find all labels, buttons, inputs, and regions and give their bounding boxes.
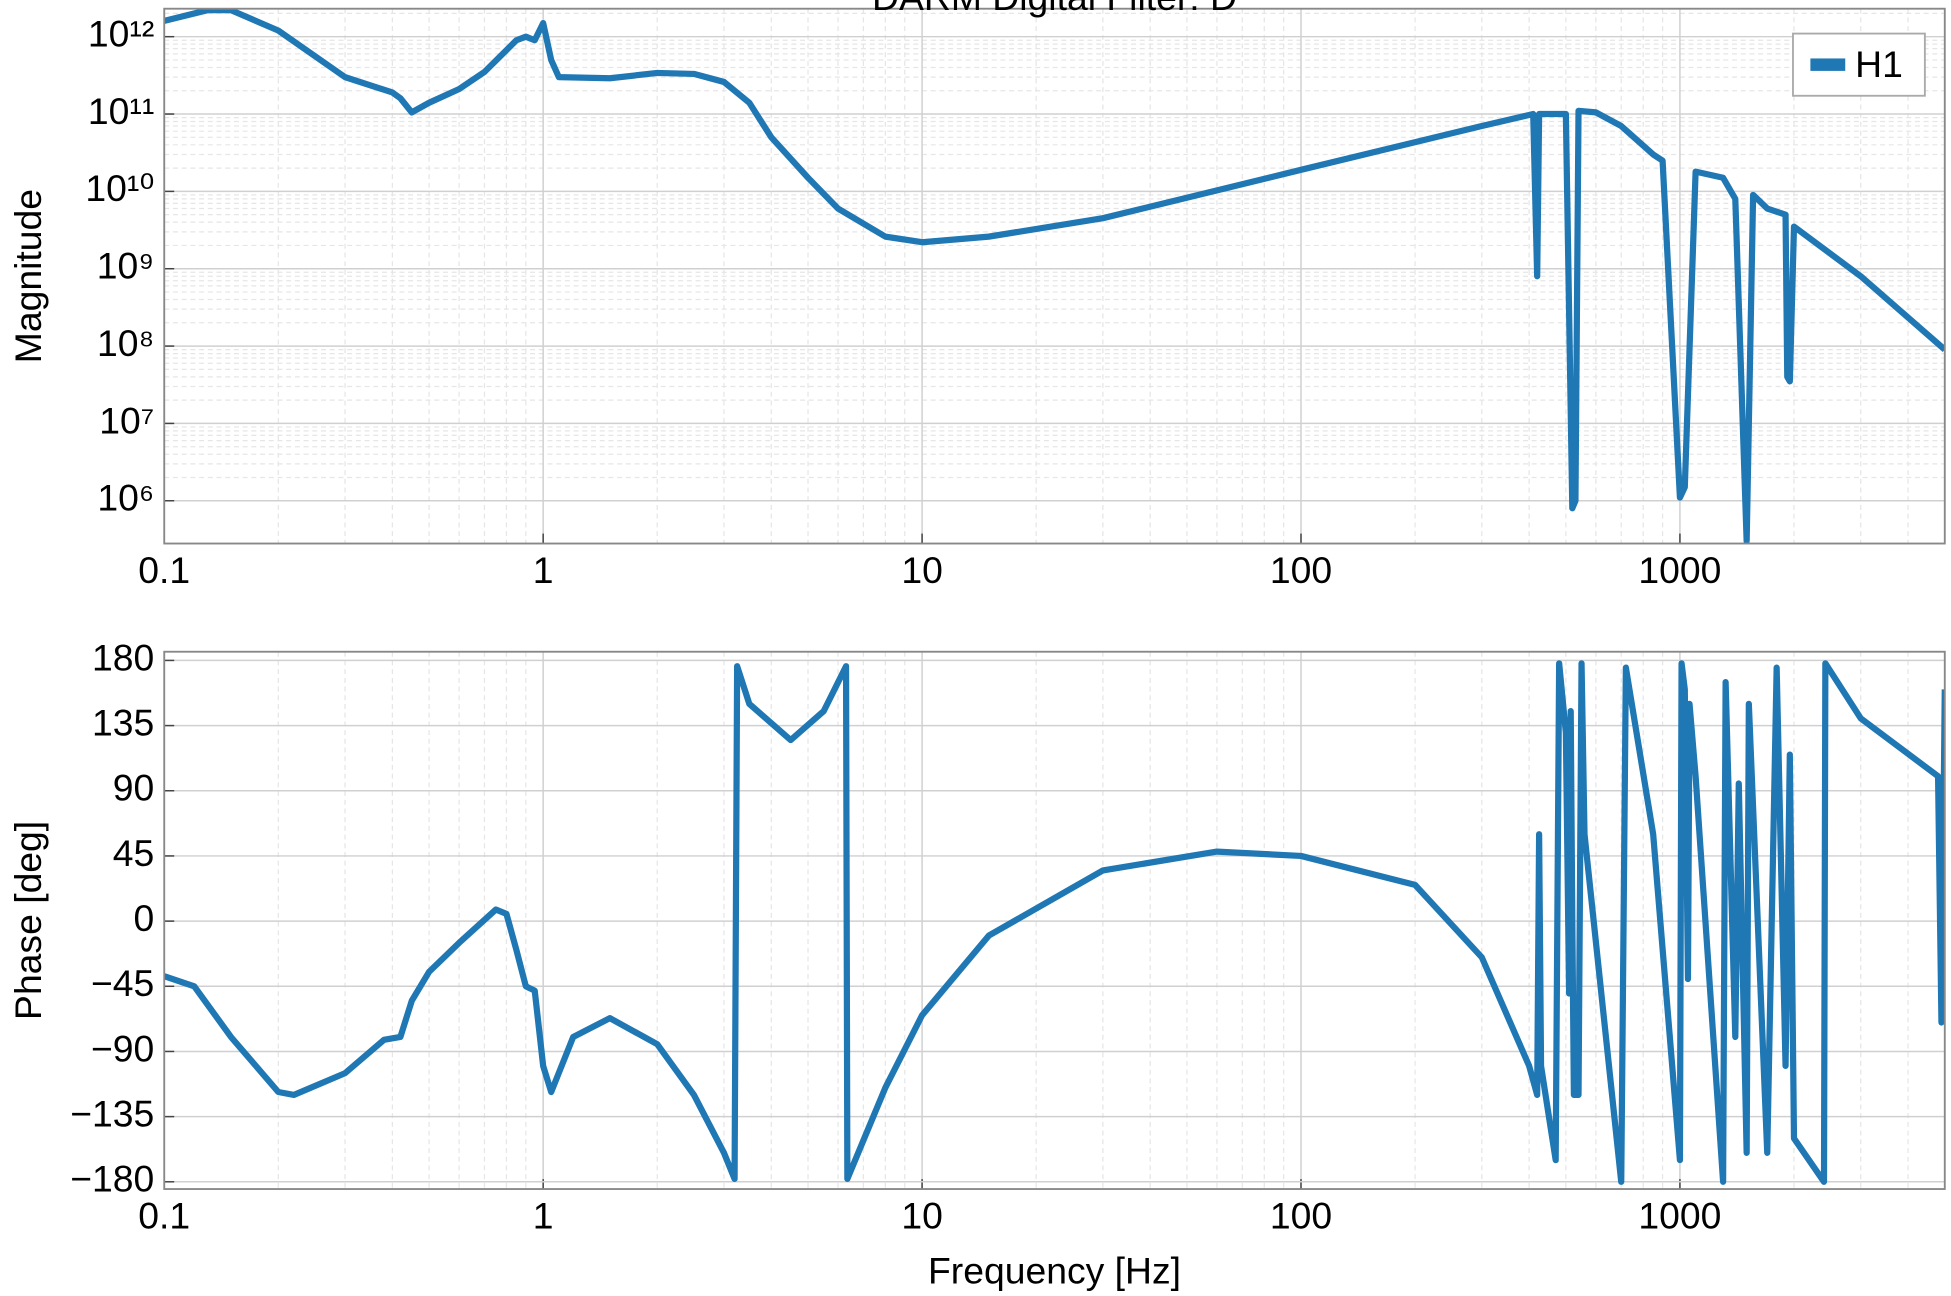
x-tick-label: 0.1 bbox=[138, 1195, 190, 1237]
y-tick-label: −180 bbox=[70, 1158, 154, 1200]
y-tick-label: 10⁶ bbox=[97, 477, 154, 519]
x-tick-label: 1000 bbox=[1638, 549, 1721, 591]
y-tick-label: 10¹¹ bbox=[88, 90, 154, 132]
x-tick-label: 10 bbox=[901, 549, 943, 591]
legend: H1 bbox=[1792, 32, 1926, 97]
legend-label: H1 bbox=[1855, 43, 1903, 85]
y-tick-label: 10¹⁰ bbox=[85, 167, 154, 209]
x-axis-label: Frequency [Hz] bbox=[928, 1249, 1181, 1291]
x-tick-label: 1 bbox=[533, 549, 554, 591]
x-tick-label: 1000 bbox=[1638, 1195, 1721, 1237]
y-tick-label: 180 bbox=[92, 636, 154, 678]
data-line bbox=[164, 660, 1945, 1185]
y-tick-label: 0 bbox=[134, 897, 155, 939]
x-tick-label: 100 bbox=[1270, 549, 1332, 591]
y-axis-label: Magnitude bbox=[7, 189, 49, 363]
y-tick-label: 10¹² bbox=[88, 13, 154, 55]
x-tick-label: 1 bbox=[533, 1195, 554, 1237]
y-tick-label: 135 bbox=[92, 701, 154, 743]
y-axis-label: Phase [deg] bbox=[7, 821, 49, 1020]
y-tick-label: 10⁸ bbox=[97, 322, 154, 364]
y-tick-label: 10⁷ bbox=[99, 399, 154, 441]
y-tick-label: −90 bbox=[91, 1027, 154, 1069]
data-line bbox=[164, 8, 1945, 544]
plot-frame bbox=[163, 650, 1946, 1190]
x-tick-label: 100 bbox=[1270, 1195, 1332, 1237]
y-tick-label: −45 bbox=[91, 962, 154, 1004]
y-tick-label: 45 bbox=[113, 832, 155, 874]
x-tick-label: 10 bbox=[901, 1195, 943, 1237]
plot-frame bbox=[163, 7, 1946, 545]
chart-title: DARM Digital Filter: D bbox=[872, 0, 1237, 18]
y-tick-label: 90 bbox=[113, 767, 155, 809]
y-tick-label: −135 bbox=[70, 1092, 154, 1134]
x-tick-label: 0.1 bbox=[138, 549, 190, 591]
y-tick-label: 10⁹ bbox=[97, 245, 154, 287]
legend-swatch bbox=[1810, 58, 1846, 71]
